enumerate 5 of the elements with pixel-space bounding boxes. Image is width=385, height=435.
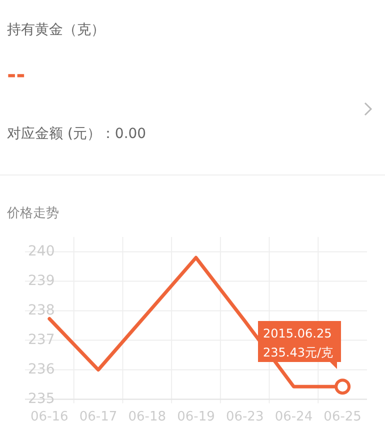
text: 对应金额 (元）：0.00: [7, 126, 146, 142]
chart-title: 价格走势: [6, 206, 59, 221]
annotation: 2015.06.25 235.43元/克: [263, 326, 334, 360]
text: --: [7, 63, 26, 88]
text: 持有黄金（克）: [7, 22, 105, 38]
